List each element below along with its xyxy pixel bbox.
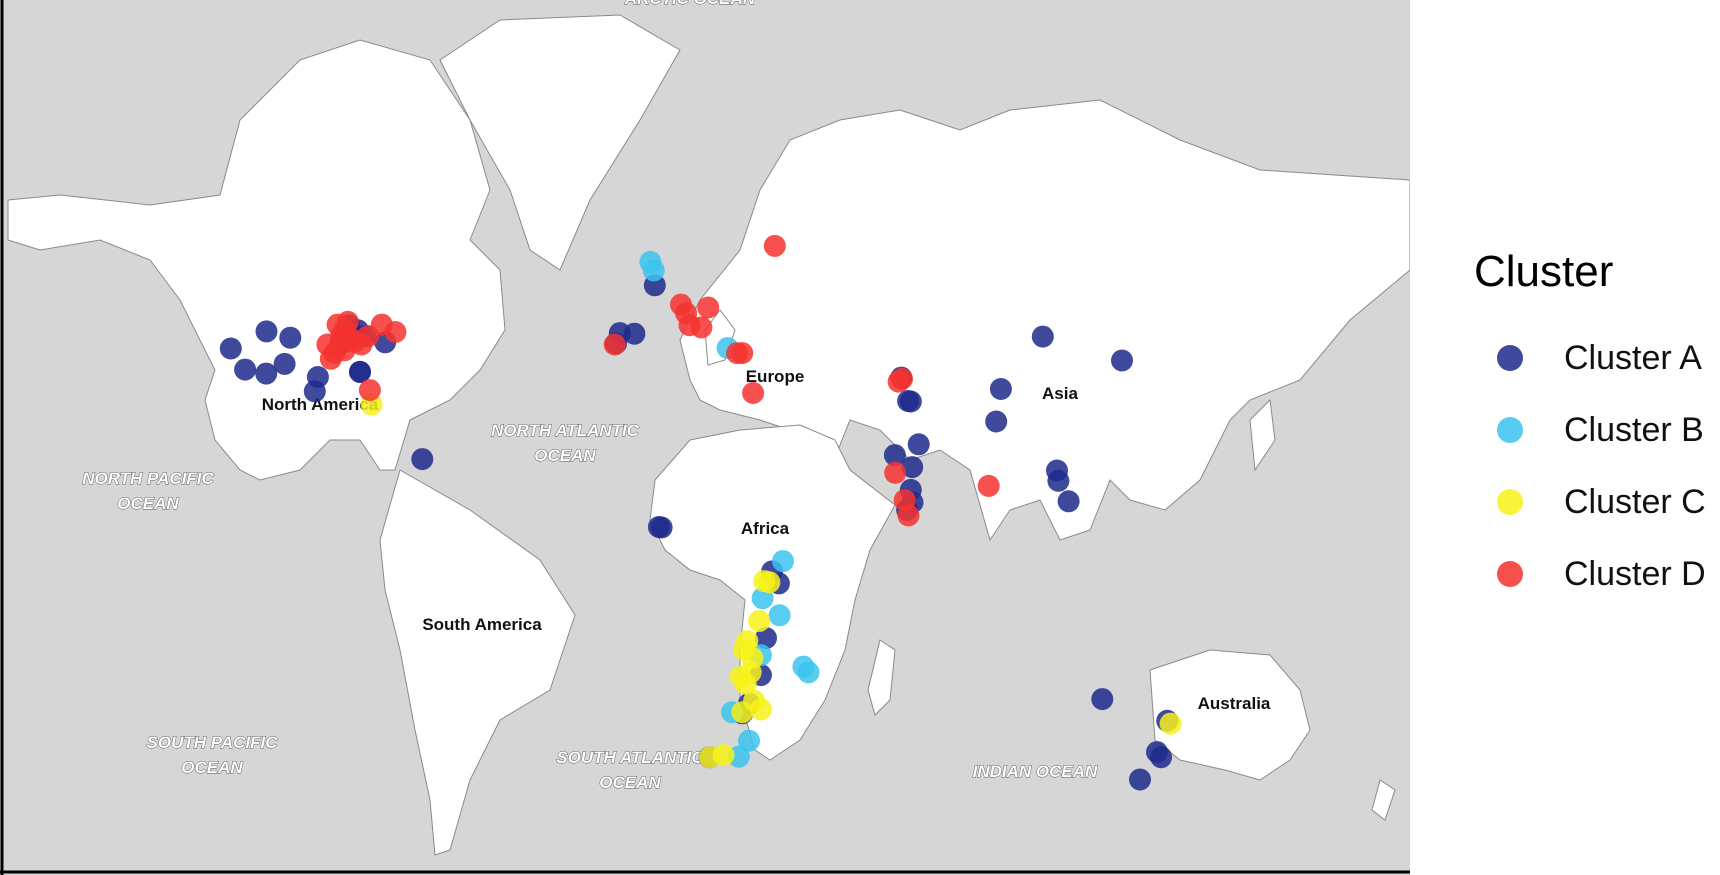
label-south-atlantic-2: OCEAN [599,773,661,792]
label-indian-ocean: INDIAN OCEAN [973,762,1098,781]
south-america-landmass [379,469,576,856]
cluster-d-point [742,382,765,404]
legend-item-cluster-c: Cluster C [1470,466,1720,538]
cluster-d-point [897,504,920,527]
cluster-a-point [985,410,1008,433]
cluster-a-point [255,320,278,343]
label-arctic-ocean: ARCTIC OCEAN [624,0,756,8]
cluster-a-point [883,444,906,467]
cluster-d-point [891,367,913,390]
label-europe: Europe [746,367,805,386]
cluster-a-point [1031,325,1054,348]
legend-swatch-cluster-b [1498,418,1522,442]
cluster-a-point [1057,490,1080,513]
cluster-d-point [731,342,754,365]
cluster-a-point [899,390,922,413]
north-america-landmass [7,39,506,481]
label-asia: Asia [1042,384,1078,403]
cluster-a-point [901,456,924,479]
cluster-c-point [731,701,754,724]
cluster-c-point [758,571,781,594]
cluster-c-point [1159,712,1182,735]
legend-swatch-cluster-a [1498,346,1522,370]
cluster-a-point [907,433,930,456]
label-north-atlantic-2: OCEAN [534,446,596,465]
cluster-a-point [411,448,434,471]
cluster-points [219,234,1182,791]
cluster-b-point [738,729,760,752]
legend: Cluster Cluster A Cluster B Cluster C Cl… [1470,250,1720,610]
label-north-atlantic: NORTH ATLANTIC [491,421,640,440]
legend-item-cluster-a: Cluster A [1470,322,1720,394]
cluster-c-point [698,746,721,769]
cluster-a-point [755,627,777,650]
cluster-a-point [273,352,296,375]
new-zealand-landmass [1371,779,1396,821]
legend-label-cluster-d: Cluster D [1564,554,1706,593]
cluster-a-point [1046,459,1068,482]
legend-label-cluster-a: Cluster A [1564,338,1702,377]
cluster-a-point [234,358,257,381]
cluster-d-point [384,321,407,343]
legend-swatch-cluster-c [1498,490,1522,514]
cluster-a-point [306,366,329,388]
cluster-c-point [734,672,757,695]
cluster-a-point [623,322,646,345]
cluster-d-point [977,474,1000,497]
cluster-a-point [1091,688,1114,711]
label-australia: Australia [1198,694,1271,713]
legend-label-cluster-c: Cluster C [1564,482,1706,521]
cluster-b-point [772,550,794,573]
landmasses [7,14,1410,856]
label-south-pacific-2: OCEAN [181,758,243,777]
cluster-a-point [279,326,302,349]
legend-swatch-cluster-d [1498,562,1522,586]
cluster-d-point [350,333,373,356]
label-south-atlantic: SOUTH ATLANTIC [556,748,704,767]
japan-landmass [1249,398,1276,472]
cluster-d-point [326,313,349,336]
cluster-c-point [749,698,772,721]
madagascar-landmass [867,639,896,716]
label-north-america: North America [262,395,379,414]
label-south-america: South America [422,615,542,634]
greenland-landmass [439,14,681,271]
cluster-d-point [690,316,713,339]
label-africa: Africa [741,519,790,538]
cluster-a-point [1129,768,1151,791]
world-map: North America Europe Asia Africa South A… [0,0,1410,875]
cluster-a-point [219,337,242,360]
cluster-d-point [319,347,342,370]
cluster-d-point [697,296,720,319]
cluster-a-point [989,378,1012,400]
legend-item-cluster-b: Cluster B [1470,394,1720,466]
cluster-c-point [748,610,771,632]
cluster-a-point [349,360,371,383]
cluster-d-point [763,234,786,257]
cluster-b-point [768,604,791,627]
cluster-a-point [1146,741,1168,764]
cluster-d-point [603,333,626,356]
cluster-b-point [797,661,820,684]
cluster-d-point [884,461,907,484]
legend-item-cluster-d: Cluster D [1470,538,1720,610]
map-labels: North America Europe Asia Africa South A… [82,0,1271,792]
cluster-a-point [1111,349,1133,372]
map-canvas: North America Europe Asia Africa South A… [0,0,1410,875]
legend-label-cluster-b: Cluster B [1564,410,1704,449]
label-north-pacific-2: OCEAN [117,494,179,513]
legend-title: Cluster [1474,247,1614,296]
label-north-pacific: NORTH PACIFIC [82,469,214,488]
cluster-a-point [650,516,673,539]
australia-landmass [1149,649,1311,781]
cluster-a-point [255,362,278,385]
cluster-d-point [358,379,381,402]
cluster-b-point [642,259,665,282]
label-south-pacific: SOUTH PACIFIC [147,733,279,752]
